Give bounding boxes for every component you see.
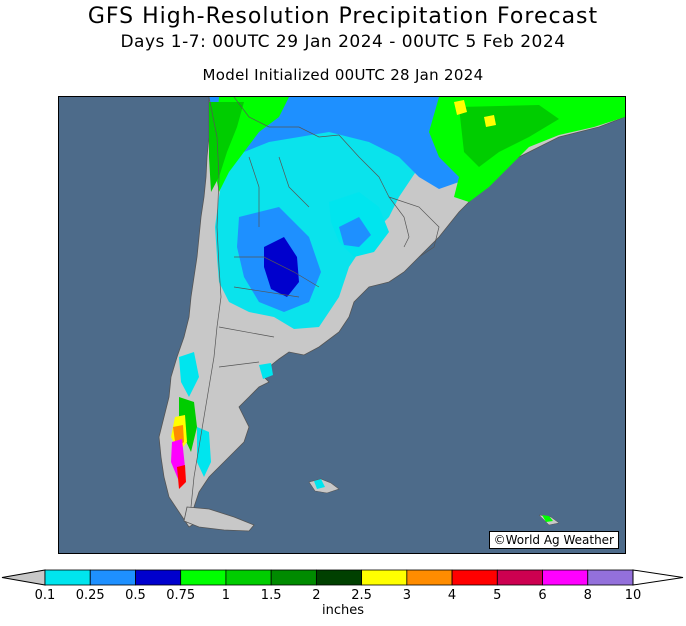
legend-swatch [361,569,408,586]
legend-tick-label: 2 [312,588,321,603]
legend-swatch [587,569,634,586]
legend-swatch [406,569,453,586]
legend-swatch [180,569,227,586]
legend-overflow [632,569,684,586]
legend-swatch [135,569,182,586]
precipitation-map: ©World Ag Weather [58,96,626,554]
legend-swatch [315,569,363,586]
legend-tick-label: 0.25 [75,588,105,603]
legend-underflow [1,569,46,586]
legend-swatch [451,569,498,586]
legend-swatch [44,569,91,586]
legend-swatch [542,569,589,586]
colorbar [1,569,684,586]
legend-swatch [89,569,136,586]
precipitation-legend: 0.1 0.25 0.5 0.75 1 1.5 2 2.5 3 4 5 6 8 10 inches [0,568,686,624]
forecast-period: Days 1-7: 00UTC 29 Jan 2024 - 00UTC 5 Fe… [120,32,566,52]
legend-tick-label: 3 [402,588,411,603]
land-tierra-del-fuego [183,506,255,532]
legend-units: inches [321,603,364,618]
legend-tick-label: 10 [624,588,642,603]
legend-tick-label: 0.75 [166,588,196,603]
legend-swatch [270,569,317,586]
legend-tick-label: 5 [493,588,502,603]
model-init-time: Model Initialized 00UTC 28 Jan 2024 [202,66,484,84]
map-canvas [59,97,625,553]
legend-tick-label: 0.1 [34,588,56,603]
legend-tick-label: 0.5 [125,588,146,603]
legend-tick-label: 1.5 [260,588,282,603]
map-title: GFS High-Resolution Precipitation Foreca… [87,4,599,29]
legend-tick-label: 8 [583,588,592,603]
legend-swatch [496,569,543,586]
credit-label: ©World Ag Weather [488,531,619,549]
legend-swatch [225,569,272,586]
legend-tick-label: 2.5 [351,588,372,603]
legend-tick-label: 6 [538,588,547,603]
legend-tick-label: 1 [221,588,231,603]
country-borders [190,97,440,508]
legend-tick-label: 4 [447,588,457,603]
precipitation-layer [171,97,625,522]
